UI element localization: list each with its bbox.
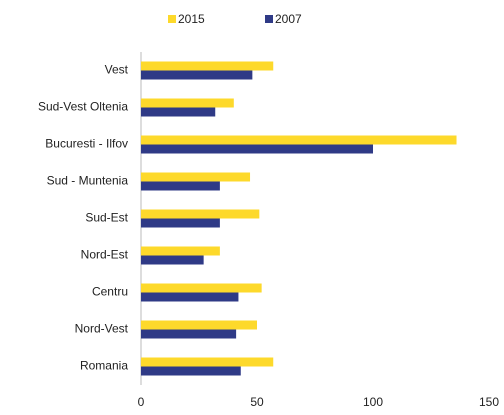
bar — [141, 98, 234, 108]
y-tick-label: Centru — [92, 285, 128, 299]
bar — [141, 329, 237, 339]
bar — [141, 70, 253, 80]
bar — [141, 144, 373, 154]
bar — [141, 320, 257, 330]
x-tick-label: 150 — [479, 395, 499, 409]
legend-swatch — [265, 15, 273, 23]
x-tick-label: 50 — [250, 395, 264, 409]
y-tick-label: Sud-Est — [85, 211, 128, 225]
bar — [141, 61, 274, 71]
bar — [141, 357, 274, 367]
y-tick-label: Nord-Vest — [75, 322, 129, 336]
y-tick-label: Sud-Vest Oltenia — [38, 100, 128, 114]
x-tick-label: 100 — [363, 395, 383, 409]
y-tick-label: Bucuresti - Ilfov — [45, 137, 128, 151]
y-tick-label: Nord-Est — [81, 248, 129, 262]
bar — [141, 135, 457, 145]
bar — [141, 107, 216, 117]
bar — [141, 172, 251, 182]
bar — [141, 292, 239, 302]
bar — [141, 209, 260, 219]
bar — [141, 366, 241, 376]
legend-label: 2015 — [178, 12, 205, 26]
y-tick-label: Vest — [105, 63, 129, 77]
bar — [141, 246, 220, 256]
legend-swatch — [168, 15, 176, 23]
y-tick-label: Sud - Muntenia — [47, 174, 129, 188]
bar — [141, 283, 262, 293]
y-tick-label: Romania — [80, 359, 128, 373]
bar — [141, 181, 220, 191]
x-tick-label: 0 — [138, 395, 145, 409]
bar — [141, 218, 220, 228]
legend-label: 2007 — [275, 12, 302, 26]
bar — [141, 255, 204, 265]
